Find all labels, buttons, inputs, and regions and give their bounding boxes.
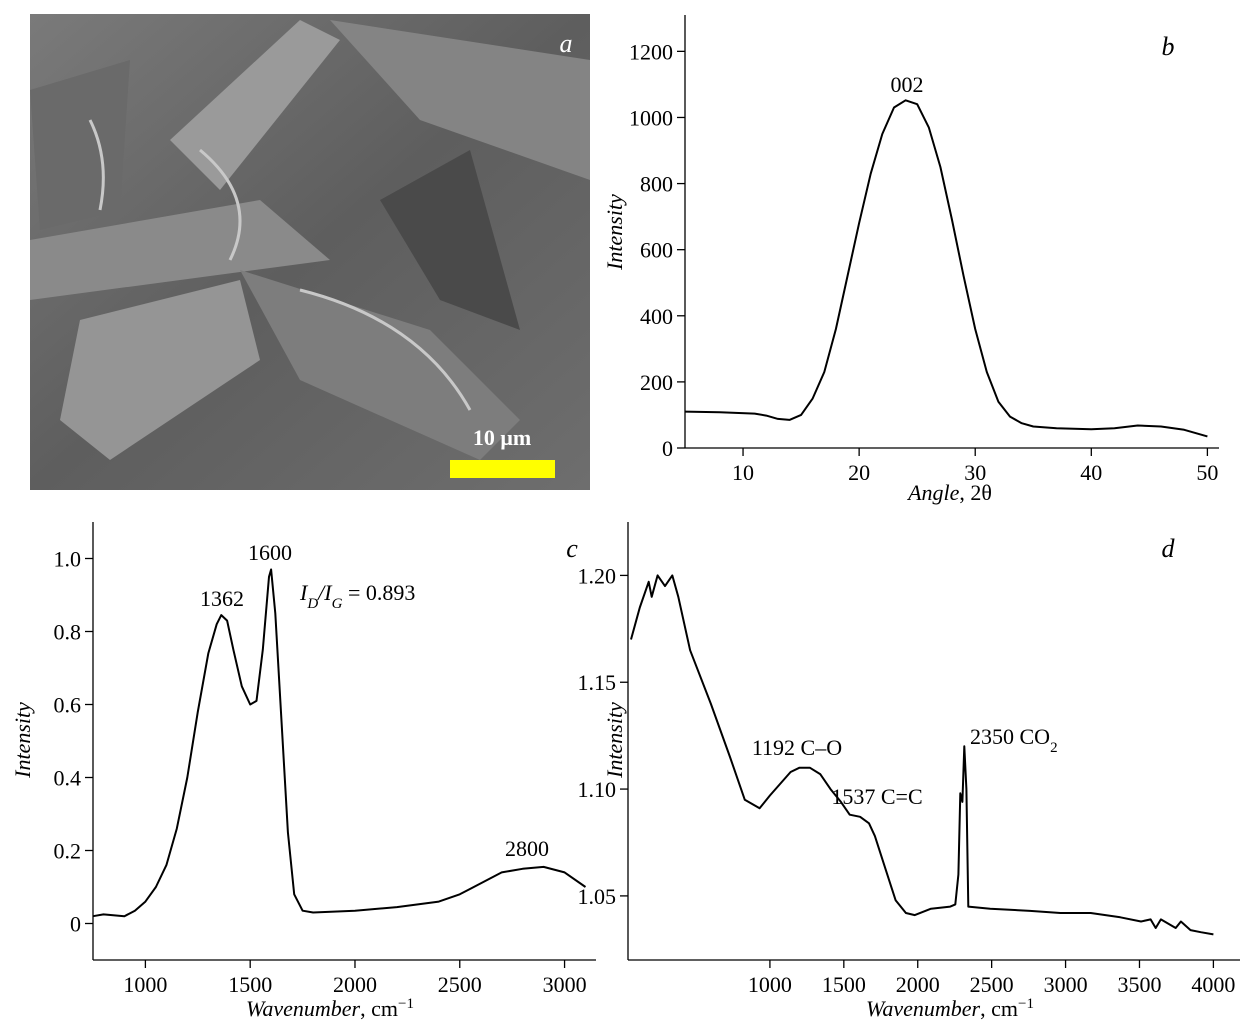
y-tick-label: 0.2 bbox=[54, 839, 82, 864]
y-tick-label: 1.15 bbox=[578, 670, 617, 695]
annotation-part: 2800 bbox=[505, 836, 549, 861]
panel-label: d bbox=[1162, 534, 1176, 563]
data-line bbox=[92, 568, 587, 918]
y-tick-label: 800 bbox=[640, 172, 673, 197]
x-axis-label-part: −1 bbox=[398, 996, 414, 1012]
y-tick-label: 1.20 bbox=[578, 563, 617, 588]
panel-label: c bbox=[566, 534, 578, 563]
x-axis-label-part: Angle bbox=[906, 480, 960, 505]
y-tick-label: 1200 bbox=[629, 39, 673, 64]
fiber bbox=[170, 20, 340, 190]
panel-label: a bbox=[560, 29, 573, 58]
annotation-part: 002 bbox=[891, 72, 924, 97]
x-axis-label-part: Wavenumber bbox=[246, 996, 360, 1021]
x-tick-label: 4000 bbox=[1191, 972, 1235, 997]
flake bbox=[240, 270, 520, 460]
y-tick-label: 0 bbox=[662, 436, 673, 461]
annotation: 2350 CO2 bbox=[970, 724, 1058, 756]
annotation: 002 bbox=[891, 72, 924, 97]
x-tick-label: 2500 bbox=[438, 972, 482, 997]
annotation: 1537 C=C bbox=[831, 784, 922, 809]
annotation-part: 1192 C–O bbox=[752, 735, 842, 760]
x-axis-label: Wavenumber, cm−1 bbox=[866, 996, 1034, 1021]
shadow bbox=[380, 150, 520, 330]
edge bbox=[88, 119, 472, 411]
x-tick-label: 3500 bbox=[1117, 972, 1161, 997]
x-tick-label: 1500 bbox=[228, 972, 272, 997]
annotation: 1600 bbox=[248, 540, 292, 565]
annotation-part: = 0.893 bbox=[342, 580, 415, 605]
x-axis-label-part: , cm bbox=[980, 996, 1018, 1021]
x-axis-label-part: , 2θ bbox=[959, 480, 992, 505]
annotation-part: 1600 bbox=[248, 540, 292, 565]
x-tick-label: 50 bbox=[1196, 460, 1218, 485]
flake bbox=[330, 20, 590, 180]
x-tick-label: 3000 bbox=[1044, 972, 1088, 997]
y-tick-label: 0 bbox=[70, 912, 81, 937]
x-tick-label: 30 bbox=[964, 460, 986, 485]
fiber bbox=[30, 200, 330, 300]
y-tick-label: 1.0 bbox=[54, 547, 82, 572]
y-tick-label: 600 bbox=[640, 238, 673, 263]
x-tick-label: 1000 bbox=[748, 972, 792, 997]
x-tick-label: 2000 bbox=[333, 972, 377, 997]
x-axis-label-part: , cm bbox=[360, 996, 398, 1021]
x-tick-label: 10 bbox=[732, 460, 754, 485]
flake bbox=[60, 280, 260, 460]
sem-image: 10 μm a bbox=[30, 14, 590, 490]
y-tick-label: 1.10 bbox=[578, 777, 617, 802]
annotation-part: 2 bbox=[1050, 740, 1058, 756]
x-axis-label-part: −1 bbox=[1018, 996, 1034, 1012]
x-tick-label: 1000 bbox=[123, 972, 167, 997]
data-line bbox=[684, 99, 1208, 438]
y-tick-label: 400 bbox=[640, 304, 673, 329]
annotation-part: /I bbox=[316, 580, 333, 605]
y-tick-label: 0.4 bbox=[54, 766, 82, 791]
y-axis-label: Intensity bbox=[602, 702, 627, 779]
annotation-part: 1537 C=C bbox=[831, 784, 922, 809]
annotation-part: I bbox=[299, 580, 309, 605]
annotation-part: 1362 bbox=[200, 586, 244, 611]
panel-label: b bbox=[1162, 32, 1175, 61]
scale-bar bbox=[450, 460, 555, 478]
x-tick-label: 1500 bbox=[822, 972, 866, 997]
y-tick-label: 1.05 bbox=[578, 884, 617, 909]
y-tick-label: 200 bbox=[640, 370, 673, 395]
y-tick-label: 0.6 bbox=[54, 693, 82, 718]
x-tick-label: 2500 bbox=[970, 972, 1014, 997]
x-tick-label: 40 bbox=[1080, 460, 1102, 485]
annotation-part: G bbox=[332, 596, 343, 612]
y-axis-label: Intensity bbox=[602, 194, 627, 271]
x-tick-label: 20 bbox=[848, 460, 870, 485]
x-tick-label: 2000 bbox=[896, 972, 940, 997]
x-axis-label: Wavenumber, cm−1 bbox=[246, 996, 414, 1021]
flake bbox=[30, 60, 130, 230]
scale-bar-label: 10 μm bbox=[473, 425, 531, 450]
annotation: 1192 C–O bbox=[752, 735, 842, 760]
y-tick-label: 1000 bbox=[629, 105, 673, 130]
annotation: 2800 bbox=[505, 836, 549, 861]
annotation: 1362 bbox=[200, 586, 244, 611]
annotation: ID/IG = 0.893 bbox=[299, 580, 415, 612]
data-line bbox=[630, 574, 1214, 936]
x-axis-label: Angle, 2θ bbox=[906, 480, 992, 505]
x-tick-label: 3000 bbox=[543, 972, 587, 997]
y-tick-label: 0.8 bbox=[54, 620, 82, 645]
annotation-part: D bbox=[306, 596, 318, 612]
y-axis-label: Intensity bbox=[10, 702, 35, 779]
annotation-part: 2350 CO bbox=[970, 724, 1050, 749]
x-axis-label-part: Wavenumber bbox=[866, 996, 980, 1021]
